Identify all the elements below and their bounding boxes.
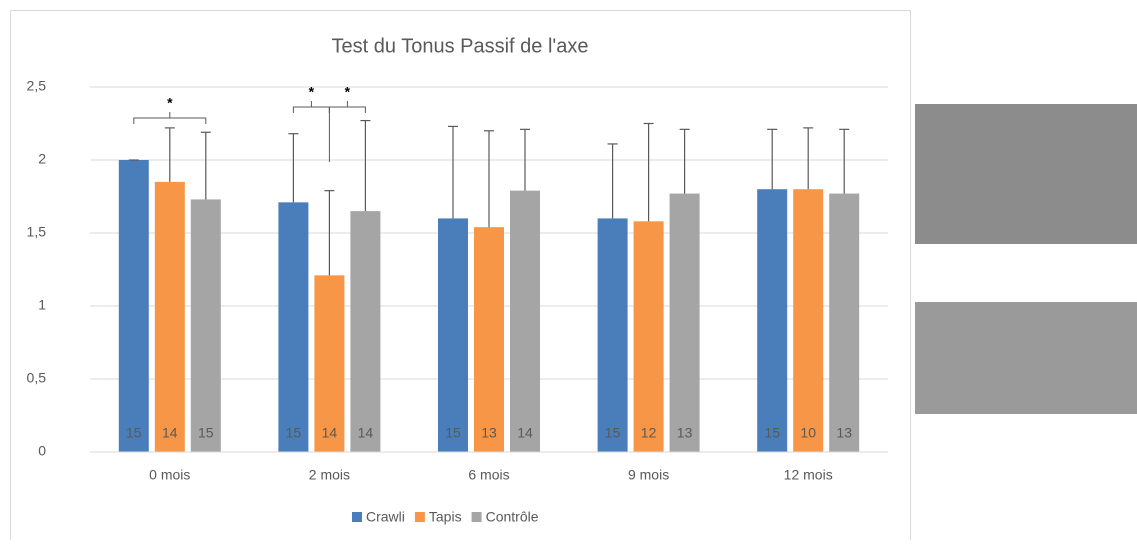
count-label: 10 — [800, 425, 816, 441]
bar — [474, 227, 504, 452]
y-tick-label: 1 — [38, 297, 46, 313]
count-label: 14 — [517, 425, 533, 441]
count-label: 15 — [126, 425, 142, 441]
count-label: 15 — [764, 425, 780, 441]
bar — [510, 191, 540, 452]
bar — [119, 160, 149, 452]
count-label: 15 — [286, 425, 302, 441]
bar — [598, 218, 628, 452]
bar — [634, 221, 664, 452]
count-label: 15 — [445, 425, 461, 441]
count-label: 15 — [605, 425, 621, 441]
significance-star: * — [345, 84, 351, 100]
legend-swatch — [352, 512, 362, 522]
significance-star: * — [309, 84, 315, 100]
x-tick-label: 12 mois — [784, 467, 833, 483]
bar — [829, 194, 859, 452]
legend-swatch — [472, 512, 482, 522]
x-tick-label: 9 mois — [628, 467, 669, 483]
count-label: 15 — [198, 425, 214, 441]
bar — [155, 182, 185, 452]
count-label: 13 — [836, 425, 852, 441]
legend-label: Contrôle — [486, 509, 539, 525]
y-tick-label: 2,5 — [27, 78, 47, 94]
photo — [915, 302, 1137, 414]
x-tick-label: 0 mois — [149, 467, 190, 483]
count-label: 14 — [162, 425, 178, 441]
count-label: 14 — [322, 425, 338, 441]
bar — [793, 189, 823, 452]
y-tick-label: 0,5 — [27, 370, 47, 386]
legend-label: Tapis — [429, 509, 462, 525]
bar — [350, 211, 380, 452]
bar — [757, 189, 787, 452]
count-label: 13 — [677, 425, 693, 441]
count-label: 14 — [358, 425, 374, 441]
legend-swatch — [415, 512, 425, 522]
x-tick-label: 2 mois — [309, 467, 350, 483]
count-label: 13 — [481, 425, 497, 441]
x-tick-label: 6 mois — [468, 467, 509, 483]
page: Test du Tonus Passif de l'axe 0 0,5 1 1,5 2 2… — [0, 0, 1137, 545]
bar — [191, 199, 221, 452]
y-tick-label: 2 — [38, 151, 46, 167]
bar — [278, 202, 308, 452]
y-tick-label: 1,5 — [27, 224, 47, 240]
significance-star: * — [167, 95, 173, 111]
count-label: 12 — [641, 425, 657, 441]
legend-label: Crawli — [366, 509, 405, 525]
chart-title: Test du Tonus Passif de l'axe — [332, 35, 589, 57]
chart: Test du Tonus Passif de l'axe 0 0,5 1 1,5 2 2… — [0, 0, 1137, 540]
bar — [670, 194, 700, 452]
photo — [915, 104, 1137, 244]
y-tick-label: 0 — [38, 443, 46, 459]
bar — [438, 218, 468, 452]
